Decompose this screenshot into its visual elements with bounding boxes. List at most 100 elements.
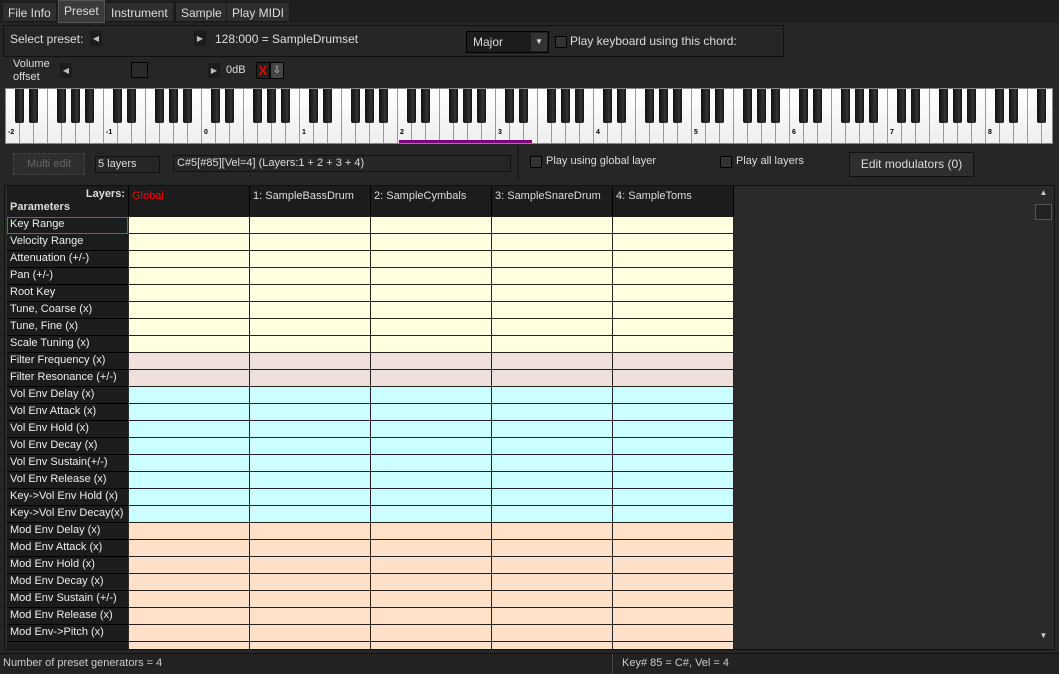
- table-cell[interactable]: [129, 268, 250, 285]
- table-cell[interactable]: [371, 591, 492, 608]
- table-cell[interactable]: [129, 251, 250, 268]
- table-cell[interactable]: [613, 268, 734, 285]
- volume-increase-button[interactable]: ▶: [208, 63, 220, 78]
- table-cell[interactable]: [129, 489, 250, 506]
- black-key[interactable]: [365, 89, 374, 123]
- black-key[interactable]: [407, 89, 416, 123]
- table-cell[interactable]: [613, 557, 734, 574]
- arrow-down-icon[interactable]: ⇩: [270, 62, 284, 79]
- tab-instrument[interactable]: Instrument: [105, 2, 174, 22]
- table-cell[interactable]: [371, 489, 492, 506]
- table-cell[interactable]: [492, 251, 613, 268]
- black-key[interactable]: [71, 89, 80, 123]
- tab-sample[interactable]: Sample: [175, 2, 228, 22]
- table-cell[interactable]: [492, 557, 613, 574]
- table-cell[interactable]: [613, 404, 734, 421]
- white-key[interactable]: [1042, 89, 1052, 143]
- table-cell[interactable]: [250, 404, 371, 421]
- table-cell[interactable]: [371, 336, 492, 353]
- table-cell[interactable]: [250, 336, 371, 353]
- table-cell[interactable]: [129, 370, 250, 387]
- table-cell[interactable]: [492, 268, 613, 285]
- black-key[interactable]: [897, 89, 906, 123]
- table-cell[interactable]: [250, 523, 371, 540]
- table-cell[interactable]: [371, 285, 492, 302]
- table-cell[interactable]: [492, 608, 613, 625]
- black-key[interactable]: [57, 89, 66, 123]
- table-cell[interactable]: [250, 285, 371, 302]
- table-cell[interactable]: [250, 642, 371, 649]
- table-cell[interactable]: [613, 387, 734, 404]
- table-cell[interactable]: [371, 387, 492, 404]
- edit-modulators-button[interactable]: Edit modulators (0): [849, 152, 974, 177]
- table-cell[interactable]: [129, 285, 250, 302]
- table-cell[interactable]: [613, 642, 734, 649]
- table-cell[interactable]: [613, 489, 734, 506]
- table-cell[interactable]: [492, 217, 613, 234]
- table-cell[interactable]: [492, 336, 613, 353]
- table-cell[interactable]: [250, 438, 371, 455]
- table-cell[interactable]: [371, 404, 492, 421]
- column-header[interactable]: Global: [129, 186, 250, 217]
- table-cell[interactable]: [492, 642, 613, 649]
- black-key[interactable]: [211, 89, 220, 123]
- play-all-checkbox[interactable]: [720, 156, 732, 168]
- table-cell[interactable]: [129, 574, 250, 591]
- piano-keyboard[interactable]: -2 -1 0 1 2 3 4 5 6 7 8: [5, 88, 1053, 144]
- table-cell[interactable]: [129, 217, 250, 234]
- black-key[interactable]: [939, 89, 948, 123]
- table-cell[interactable]: [250, 268, 371, 285]
- table-cell[interactable]: [371, 217, 492, 234]
- black-key[interactable]: [169, 89, 178, 123]
- table-cell[interactable]: [250, 302, 371, 319]
- table-cell[interactable]: [371, 608, 492, 625]
- black-key[interactable]: [113, 89, 122, 123]
- black-key[interactable]: [911, 89, 920, 123]
- table-cell[interactable]: [492, 438, 613, 455]
- table-cell[interactable]: [613, 285, 734, 302]
- table-cell[interactable]: [492, 319, 613, 336]
- table-cell[interactable]: [129, 336, 250, 353]
- table-cell[interactable]: [129, 302, 250, 319]
- table-cell[interactable]: [371, 642, 492, 649]
- black-key[interactable]: [995, 89, 1004, 123]
- table-cell[interactable]: [613, 370, 734, 387]
- table-cell[interactable]: [492, 353, 613, 370]
- preset-next-button[interactable]: ▶: [194, 31, 206, 46]
- table-cell[interactable]: [371, 540, 492, 557]
- table-cell[interactable]: [613, 506, 734, 523]
- table-cell[interactable]: [129, 472, 250, 489]
- multi-edit-button[interactable]: Multi edit: [13, 153, 85, 175]
- black-key[interactable]: [617, 89, 626, 123]
- scroll-up-icon[interactable]: ▲: [1039, 188, 1048, 197]
- table-cell[interactable]: [129, 404, 250, 421]
- table-cell[interactable]: [371, 353, 492, 370]
- table-cell[interactable]: [250, 489, 371, 506]
- table-cell[interactable]: [250, 455, 371, 472]
- tab-preset[interactable]: Preset: [58, 0, 105, 23]
- table-cell[interactable]: [250, 421, 371, 438]
- preset-prev-button[interactable]: ◀: [90, 31, 102, 46]
- table-cell[interactable]: [613, 472, 734, 489]
- table-cell[interactable]: [492, 455, 613, 472]
- table-cell[interactable]: [613, 608, 734, 625]
- table-cell[interactable]: [613, 591, 734, 608]
- table-cell[interactable]: [371, 523, 492, 540]
- black-key[interactable]: [967, 89, 976, 123]
- table-cell[interactable]: [129, 387, 250, 404]
- black-key[interactable]: [757, 89, 766, 123]
- tab-play-midi[interactable]: Play MIDI: [226, 2, 291, 22]
- table-cell[interactable]: [371, 472, 492, 489]
- play-global-checkbox[interactable]: [530, 156, 542, 168]
- table-cell[interactable]: [492, 506, 613, 523]
- table-cell[interactable]: [613, 336, 734, 353]
- table-cell[interactable]: [250, 251, 371, 268]
- black-key[interactable]: [771, 89, 780, 123]
- black-key[interactable]: [813, 89, 822, 123]
- table-cell[interactable]: [250, 506, 371, 523]
- table-cell[interactable]: [129, 591, 250, 608]
- table-cell[interactable]: [492, 302, 613, 319]
- table-cell[interactable]: [129, 421, 250, 438]
- table-cell[interactable]: [250, 234, 371, 251]
- black-key[interactable]: [1009, 89, 1018, 123]
